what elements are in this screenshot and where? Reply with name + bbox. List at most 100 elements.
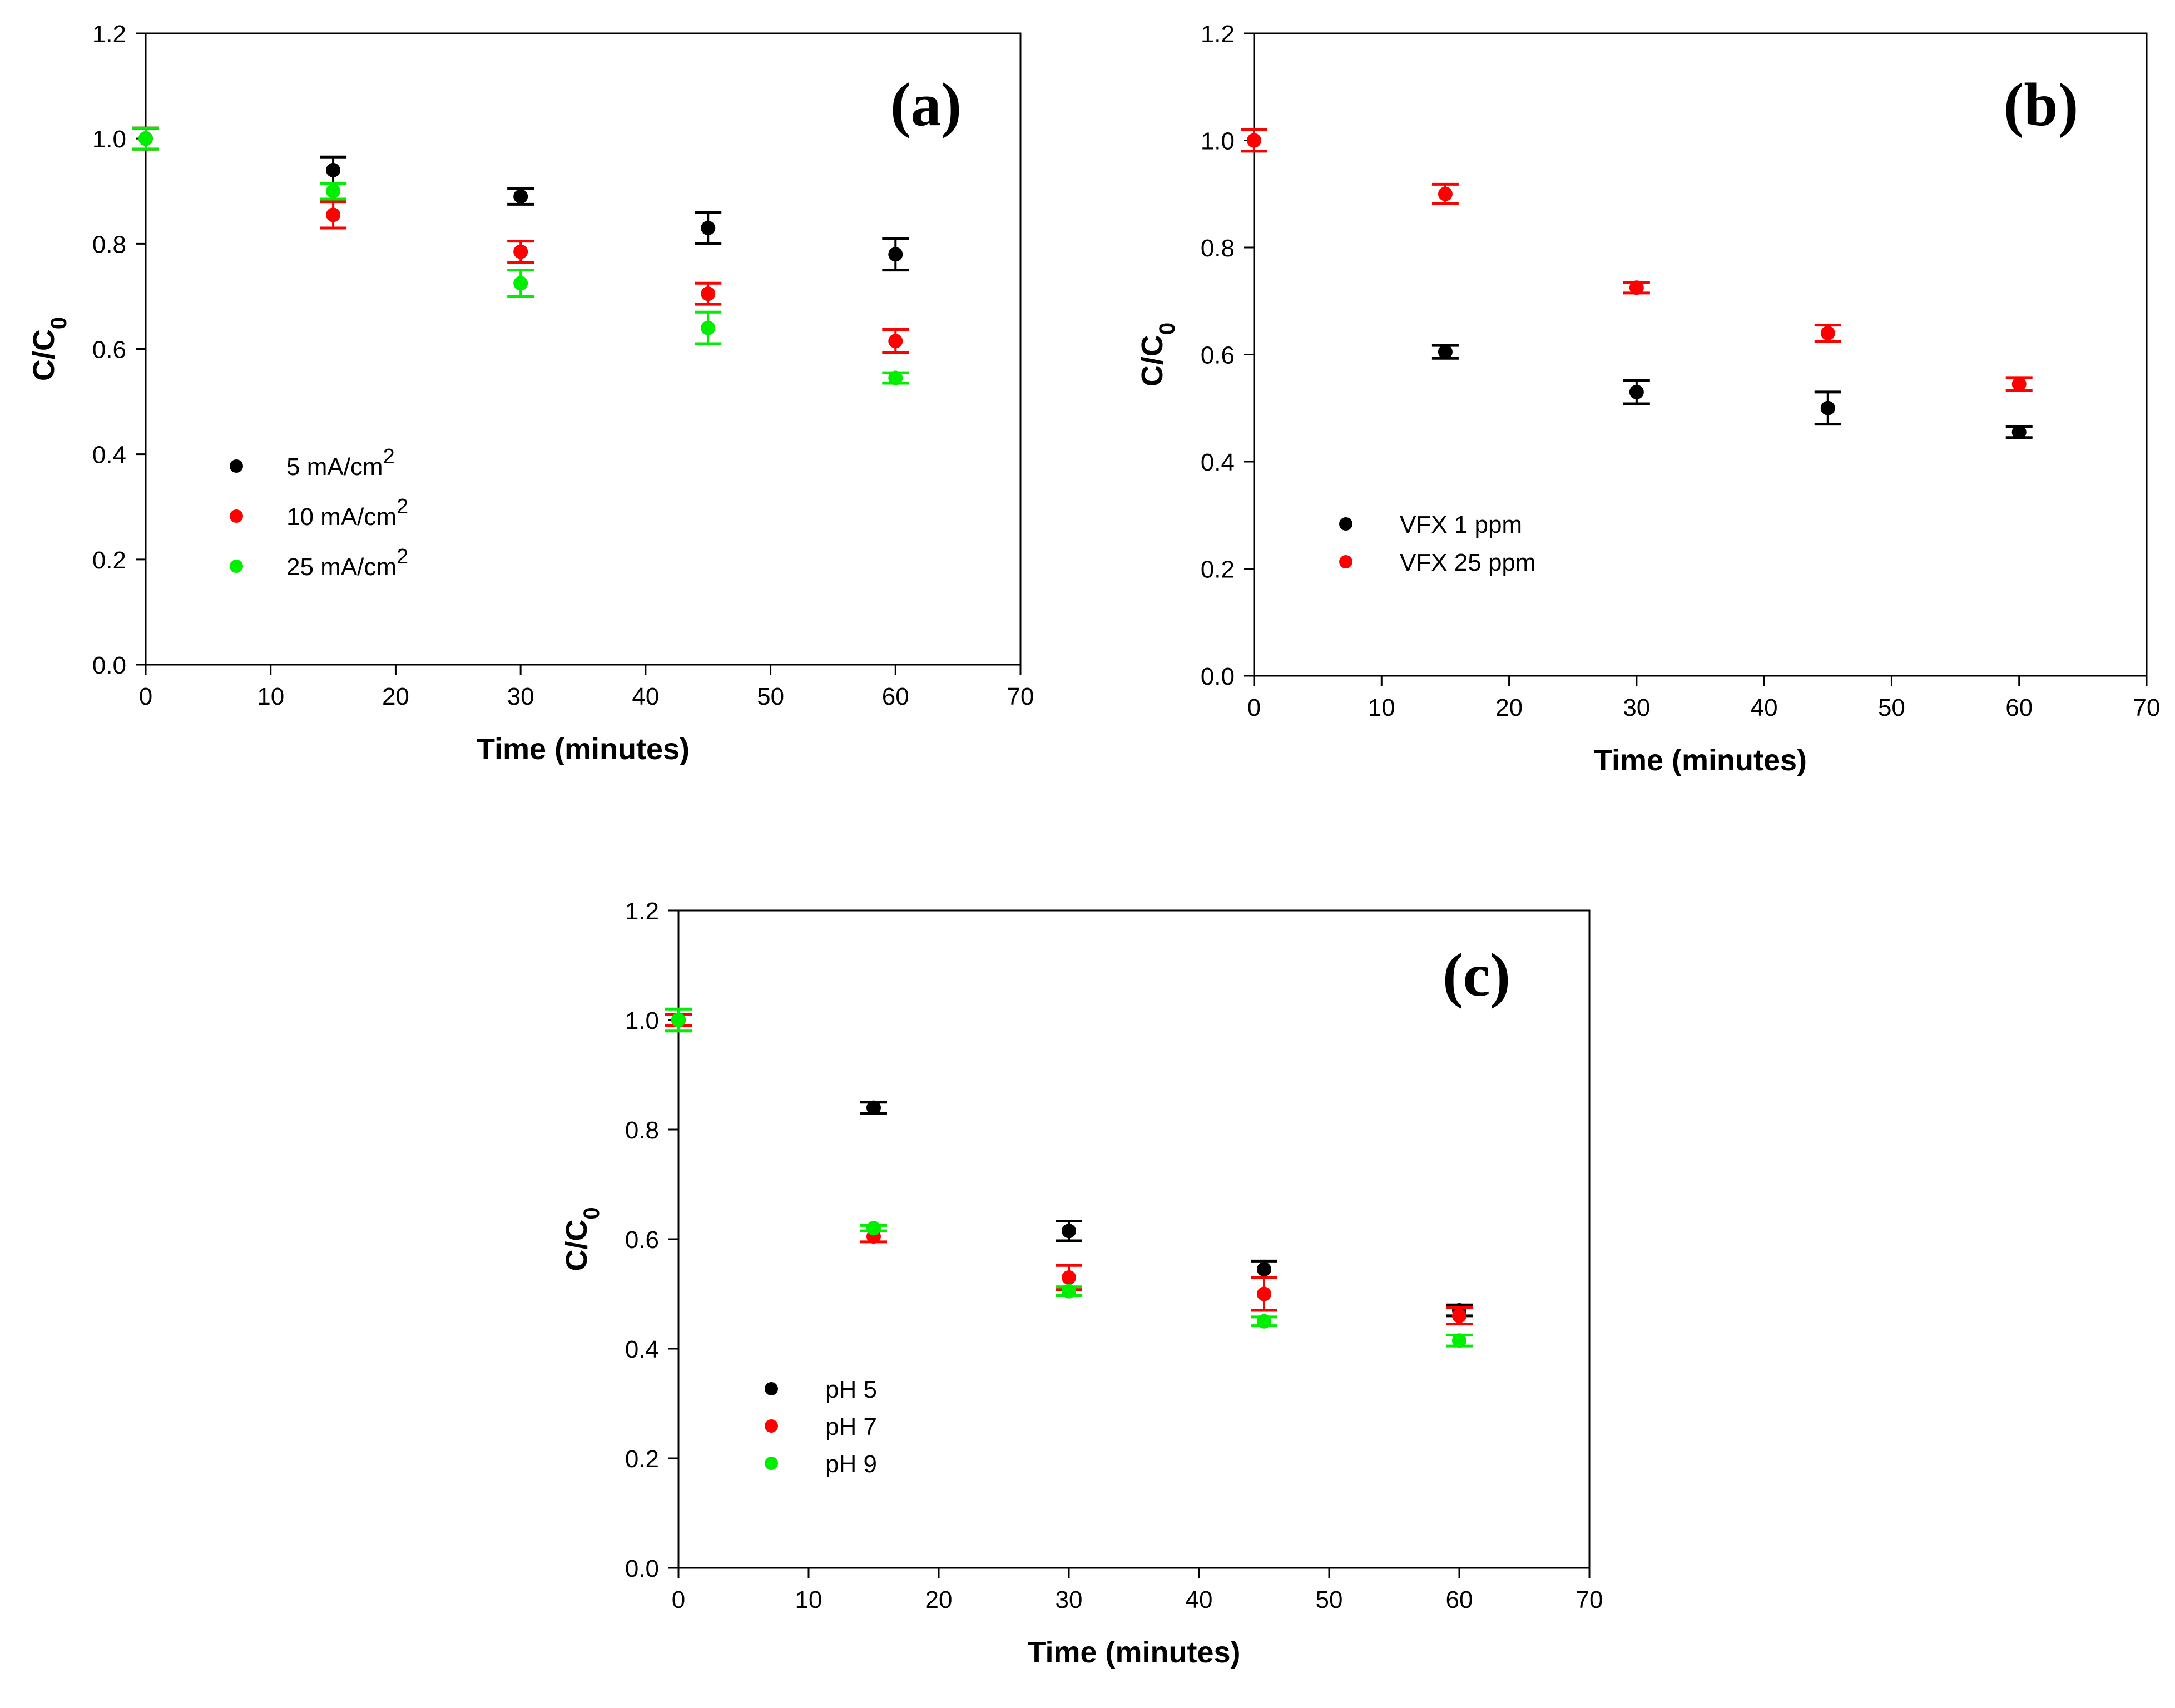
x-tick-label: 10	[795, 1586, 823, 1613]
x-tick-label: 70	[1007, 683, 1034, 710]
chart-panel-3: 0 10 20 30 40 50 60 70 0.0 0.2 0.4 0.6 0.8 1.0 1.2 Time…	[560, 898, 1603, 1669]
data-point	[888, 247, 903, 262]
data-point	[671, 1013, 686, 1027]
data-point	[1820, 326, 1835, 340]
legend-marker	[1339, 555, 1352, 568]
panel-label: (a)	[890, 71, 962, 138]
plot-frame	[677, 909, 1591, 1569]
y-tick-label: 0.6	[1201, 342, 1235, 369]
panel-label: (b)	[2004, 71, 2078, 138]
chart-panel-1: 0 10 20 30 40 50 60 70 0.0 0.2 0.4 0.6 0.8 1.0 1.2 Time…	[27, 21, 1034, 766]
data-point	[1062, 1224, 1076, 1239]
legend-entry: pH 5	[825, 1376, 877, 1403]
legend-marker	[230, 560, 243, 573]
data-point	[888, 334, 903, 349]
legend-marker	[765, 1382, 778, 1395]
y-tick-label: 0.4	[625, 1336, 659, 1363]
chart-panel-2: 0 10 20 30 40 50 60 70 0.0 0.2 0.4 0.6 0.8 1.0 1.2 Time…	[1136, 21, 2160, 777]
data-point	[1062, 1270, 1076, 1285]
y-tick-label: 0.8	[92, 231, 126, 258]
y-tick-label: 0.2	[625, 1445, 659, 1473]
y-axis-label: C/C0	[560, 1207, 604, 1271]
y-tick-label: 1.0	[92, 126, 126, 153]
y-tick-label: 0.2	[1201, 556, 1235, 583]
data-point	[1438, 186, 1453, 201]
x-tick-label: 0	[1247, 694, 1261, 721]
legend-entry: 5 mA/cm2	[286, 445, 395, 481]
y-tick-label: 1.2	[625, 898, 659, 925]
x-tick-label: 40	[1751, 694, 1778, 721]
x-tick-label: 0	[139, 683, 152, 710]
legend-marker	[765, 1457, 778, 1470]
y-tick-label: 0.0	[625, 1555, 659, 1582]
data-point	[866, 1221, 881, 1236]
data-point	[1247, 133, 1261, 148]
data-point	[888, 370, 903, 385]
legend-entry: 25 mA/cm2	[286, 545, 408, 581]
y-tick-label: 1.0	[1201, 128, 1235, 155]
data-point	[513, 244, 528, 259]
data-point	[326, 184, 341, 199]
data-point	[701, 286, 716, 301]
series-3	[132, 126, 909, 385]
legend: VFX 1 ppm VFX 25 ppm	[1339, 511, 1536, 576]
legend-marker	[1339, 517, 1352, 531]
x-tick-label: 20	[382, 683, 409, 710]
x-tick-label: 10	[1368, 694, 1395, 721]
data-point	[2011, 377, 2027, 392]
series-2	[1241, 128, 2033, 392]
y-tick-label: 0.6	[625, 1226, 659, 1254]
x-axis-label: Time (minutes)	[1594, 744, 1807, 777]
x-axis-label: Time (minutes)	[1027, 1636, 1240, 1669]
data-point	[1629, 280, 1644, 295]
x-tick-label: 0	[672, 1586, 685, 1613]
data-point	[1820, 400, 1835, 415]
data-point	[326, 207, 341, 222]
data-point	[1062, 1284, 1076, 1299]
y-tick-label: 0.0	[1201, 663, 1235, 690]
x-tick-label: 30	[1056, 1586, 1083, 1613]
y-axis-label: C/C0	[1136, 323, 1180, 387]
legend: pH 5 pH 7 pH 9	[765, 1376, 877, 1478]
y-tick-label: 0.2	[92, 547, 126, 574]
y-tick-label: 0.0	[92, 652, 126, 679]
x-tick-label: 30	[1623, 694, 1650, 721]
x-tick-label: 40	[632, 683, 659, 710]
series-3	[665, 1007, 1473, 1348]
x-tick-label: 70	[2133, 694, 2161, 721]
data-point	[1257, 1314, 1271, 1329]
y-tick-label: 0.4	[92, 442, 126, 469]
data-point	[1438, 344, 1453, 359]
data-point	[1257, 1262, 1271, 1277]
y-tick-label: 1.0	[625, 1007, 659, 1034]
x-axis-label: Time (minutes)	[477, 732, 690, 766]
legend-entry: 10 mA/cm2	[286, 495, 408, 531]
legend-entry: pH 9	[825, 1450, 877, 1478]
panel-label: (c)	[1443, 941, 1510, 1009]
y-tick-label: 1.2	[92, 21, 126, 48]
y-tick-label: 0.8	[625, 1117, 659, 1144]
x-tick-label: 20	[1495, 694, 1523, 721]
data-point	[326, 162, 341, 177]
data-point	[1257, 1286, 1271, 1301]
series-2	[132, 126, 909, 354]
series-2	[665, 1013, 1473, 1326]
x-tick-label: 20	[925, 1586, 953, 1613]
legend-entry: VFX 25 ppm	[1400, 549, 1536, 576]
data-point	[1452, 1333, 1466, 1348]
legend: 5 mA/cm2 10 mA/cm2 25 mA/cm2	[230, 445, 408, 581]
legend-entry: pH 7	[825, 1413, 877, 1440]
data-point	[513, 276, 528, 291]
x-tick-label: 60	[882, 683, 909, 710]
legend-marker	[765, 1419, 778, 1433]
data-point	[866, 1100, 881, 1115]
y-tick-label: 0.4	[1201, 449, 1235, 476]
y-tick-label: 0.8	[1201, 235, 1235, 262]
y-tick-label: 1.2	[1201, 21, 1235, 48]
y-tick-label: 0.6	[92, 336, 126, 364]
x-tick-label: 40	[1186, 1586, 1213, 1613]
data-point	[1452, 1308, 1466, 1323]
x-tick-label: 50	[1316, 1586, 1343, 1613]
x-tick-label: 10	[257, 683, 284, 710]
